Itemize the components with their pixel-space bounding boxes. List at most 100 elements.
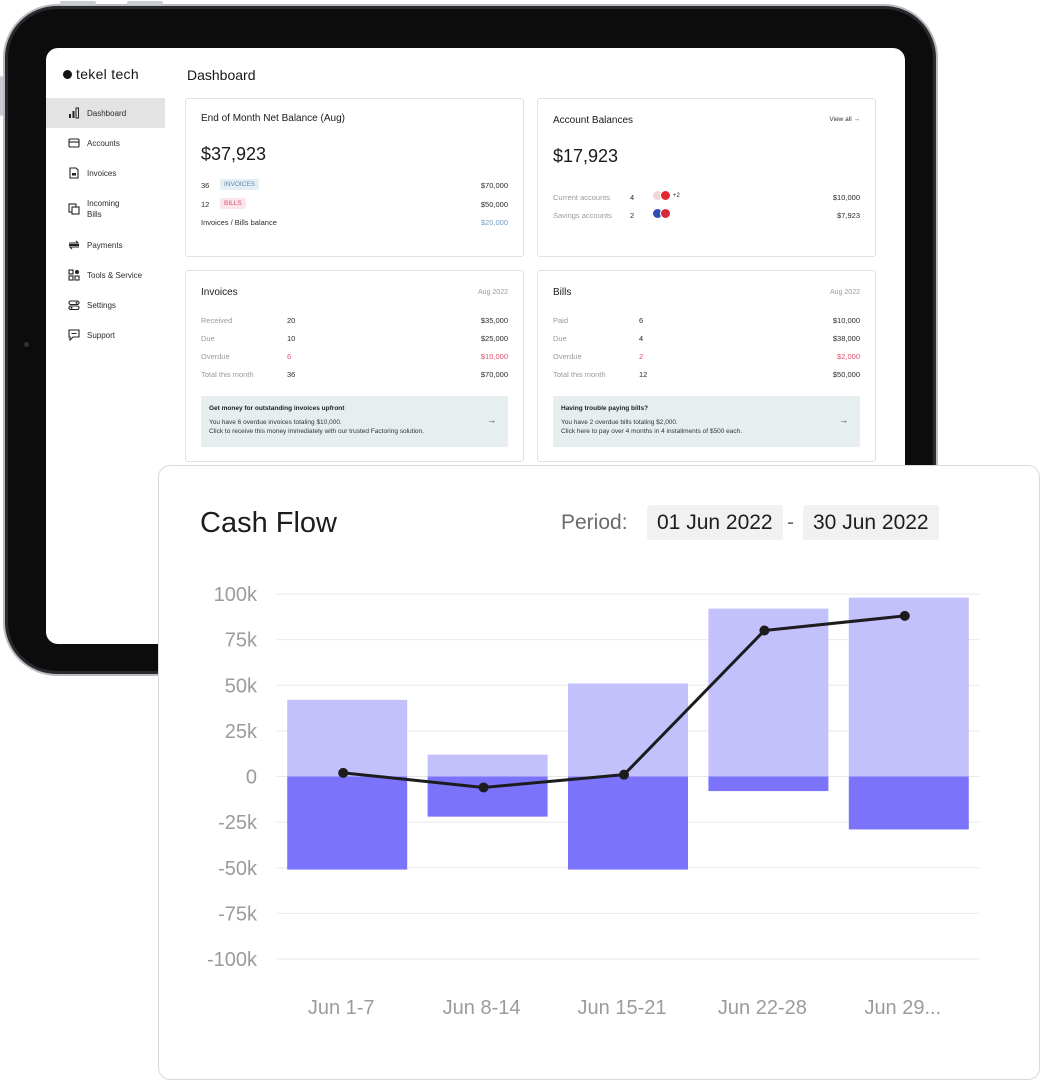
invoice-count: 36 xyxy=(201,181,210,190)
logo-dot-icon xyxy=(63,69,72,79)
bills-card[interactable]: Bills Aug 2022 Paid 6 $10,000 Due 4 $38,… xyxy=(537,270,876,462)
row-count: 10 xyxy=(287,334,296,343)
y-tick-label: -50k xyxy=(218,858,258,880)
view-all-link[interactable]: View all → xyxy=(829,116,860,123)
row-count: 20 xyxy=(287,316,296,325)
period-end-date[interactable]: 30 Jun 2022 xyxy=(803,505,939,540)
invoices-row-received: Received 20 $35,000 xyxy=(201,316,508,328)
sidebar-item-payments[interactable]: Payments xyxy=(46,230,165,260)
y-tick-label: 0 xyxy=(246,767,257,789)
installments-promo[interactable]: Having trouble paying bills? You have 2 … xyxy=(553,396,860,447)
row-value: $35,000 xyxy=(480,316,508,325)
power-button xyxy=(0,76,3,116)
payments-icon xyxy=(68,239,80,251)
row-count: 4 xyxy=(639,334,644,343)
sidebar-item-accounts[interactable]: Accounts xyxy=(46,128,165,158)
row-count: 6 xyxy=(287,352,292,361)
sidebar-item-label: Invoices xyxy=(87,168,117,178)
income-bar xyxy=(287,699,408,777)
row-value: $10,000 xyxy=(480,352,508,361)
bills-row-total: Total this month 12 $50,000 xyxy=(553,370,860,382)
volume-button xyxy=(127,1,163,5)
cash-flow-title: Cash Flow xyxy=(200,507,337,539)
row-label: Overdue xyxy=(553,352,582,361)
expense-bar xyxy=(848,776,969,830)
net-balance-row-bills: 12 BILLS $50,000 xyxy=(201,198,508,212)
net-cash-flow-point xyxy=(338,767,349,778)
bills-tag[interactable]: BILLS xyxy=(220,198,246,209)
x-tick-label: Jun 8-14 xyxy=(443,997,521,1019)
arrow-right-icon: → xyxy=(839,415,848,425)
sidebar-item-label: Settings xyxy=(87,300,116,310)
more-banks-count: +2 xyxy=(673,192,680,199)
invoices-card[interactable]: Invoices Aug 2022 Received 20 $35,000 Du… xyxy=(185,270,524,462)
invoices-row-due: Due 10 $25,000 xyxy=(201,334,508,346)
y-tick-label: 75k xyxy=(225,630,258,652)
savings-accounts-count: 2 xyxy=(630,211,635,220)
row-value: $50,000 xyxy=(832,370,860,379)
net-balance-card[interactable]: End of Month Net Balance (Aug) $37,923 3… xyxy=(185,98,524,257)
sidebar-item-incoming-bills[interactable]: Incoming Bills xyxy=(46,188,165,230)
period-label: Period: xyxy=(561,511,628,534)
current-accounts-row[interactable]: Current accounts 4 +2 $10,000 xyxy=(553,190,860,205)
row-count: 36 xyxy=(287,370,296,379)
tools-icon xyxy=(68,269,80,281)
expense-bar xyxy=(708,776,829,792)
invoices-tag[interactable]: INVOICES xyxy=(220,179,260,190)
sidebar-item-label: Support xyxy=(87,330,116,340)
net-cash-flow-point xyxy=(478,782,489,793)
sidebar-item-invoices[interactable]: Invoices xyxy=(46,158,165,188)
promo-line: Click to receive this money immediately … xyxy=(209,428,424,435)
invoices-row-overdue: Overdue 6 $10,000 xyxy=(201,352,508,364)
row-label: Received xyxy=(201,316,233,325)
current-accounts-count: 4 xyxy=(630,193,635,202)
row-label: Paid xyxy=(553,316,569,325)
row-value: $70,000 xyxy=(480,370,508,379)
row-value: $25,000 xyxy=(480,334,508,343)
x-tick-label: Jun 15-21 xyxy=(578,997,667,1019)
y-tick-label: 100k xyxy=(214,584,258,606)
y-tick-label: -100k xyxy=(207,949,258,971)
sidebar-item-settings[interactable]: Settings xyxy=(46,290,165,320)
savings-accounts-label: Savings accounts xyxy=(553,211,612,220)
page-title: Dashboard xyxy=(187,67,256,83)
row-value: $10,000 xyxy=(832,316,860,325)
sidebar-nav: Dashboard Accounts Invoices Incoming xyxy=(46,98,165,350)
card-title: Invoices xyxy=(201,287,238,298)
factoring-promo[interactable]: Get money for outstanding invoices upfro… xyxy=(201,396,508,447)
y-tick-label: -75k xyxy=(218,903,258,925)
account-balances-card[interactable]: Account Balances View all → $17,923 Curr… xyxy=(537,98,876,257)
card-date: Aug 2022 xyxy=(830,289,860,296)
card-title: End of Month Net Balance (Aug) xyxy=(201,113,345,124)
period-separator: - xyxy=(787,511,794,534)
sidebar-item-tools[interactable]: Tools & Service xyxy=(46,260,165,290)
sidebar-item-dashboard[interactable]: Dashboard xyxy=(46,98,165,128)
sidebar-item-label: Payments xyxy=(87,240,123,250)
card-title: Account Balances xyxy=(553,115,634,126)
row-count: 12 xyxy=(639,370,648,379)
y-tick-label: 50k xyxy=(225,675,258,697)
account-balances-amount: $17,923 xyxy=(553,146,619,166)
sidebar-item-label: Tools & Service xyxy=(87,270,143,280)
bill-icon xyxy=(68,203,80,215)
promo-line: You have 6 overdue invoices totaling $10… xyxy=(209,419,342,426)
settings-icon xyxy=(68,299,80,311)
row-label: Total this month xyxy=(201,370,254,379)
bills-row-paid: Paid 6 $10,000 xyxy=(553,316,860,328)
expense-bar xyxy=(568,776,688,870)
invoices-row-total: Total this month 36 $70,000 xyxy=(201,370,508,382)
period-start-date[interactable]: 01 Jun 2022 xyxy=(647,505,783,540)
arrow-right-icon: → xyxy=(487,415,496,425)
camera-dot xyxy=(24,342,29,347)
income-bar xyxy=(708,608,829,777)
bills-row-due: Due 4 $38,000 xyxy=(553,334,860,346)
balance-value: $20,000 xyxy=(480,218,508,227)
card-title: Bills xyxy=(553,287,572,298)
sidebar-item-support[interactable]: Support xyxy=(46,320,165,350)
savings-accounts-row[interactable]: Savings accounts 2 $7,923 xyxy=(553,208,860,223)
brand-logo[interactable]: tekel tech xyxy=(63,66,139,82)
bills-total: $50,000 xyxy=(480,200,508,209)
net-cash-flow-point xyxy=(619,769,629,780)
income-bar xyxy=(848,597,969,777)
bank-logo-icon xyxy=(660,208,671,219)
